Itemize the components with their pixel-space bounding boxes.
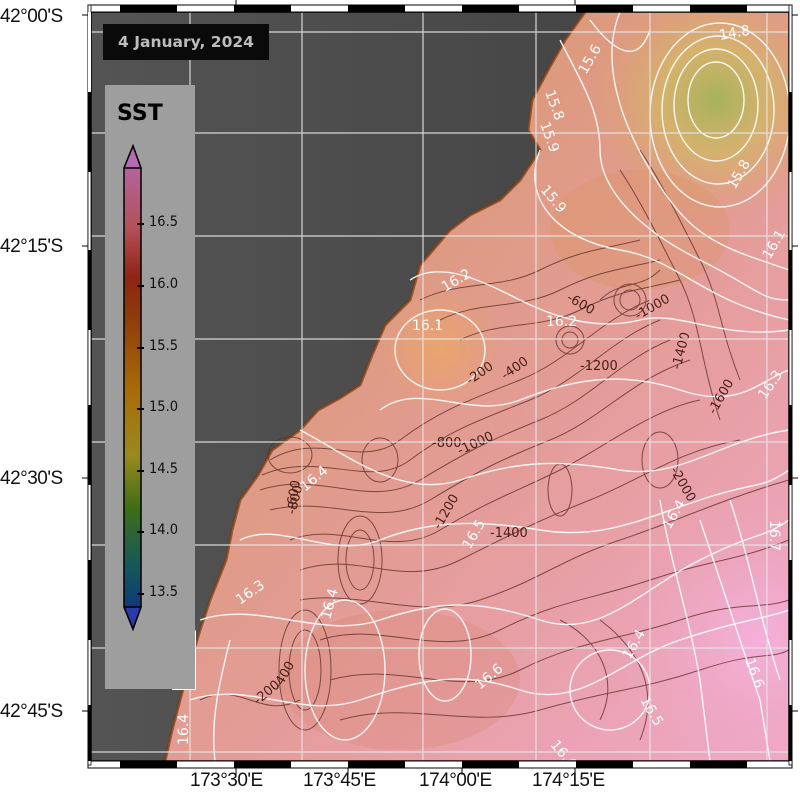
legend-tick	[137, 408, 144, 410]
legend-tick-label: 15.5	[149, 338, 179, 354]
lat-label-42-30: 42°30'S	[0, 468, 63, 489]
land-mass	[91, 12, 585, 761]
svg-text:16.2: 16.2	[546, 314, 577, 330]
legend-tick-label: 16.0	[149, 276, 179, 292]
legend-tick	[137, 347, 144, 349]
svg-text:16.4: 16.4	[318, 587, 342, 621]
date-label: 4 January, 2024	[103, 24, 269, 60]
svg-text:-800: -800	[284, 484, 306, 516]
svg-text:14.8: 14.8	[718, 23, 751, 44]
legend-tick	[137, 593, 144, 595]
svg-text:-600: -600	[284, 479, 304, 511]
legend-tick	[137, 285, 144, 287]
lon-label-173-45: 173°45'E	[303, 770, 376, 791]
svg-text:-1400: -1400	[490, 526, 528, 541]
lat-label-42-00: 42°00'S	[0, 6, 63, 27]
colorbar	[105, 85, 195, 689]
legend-tick	[137, 470, 144, 472]
legend-tick-label: 14.5	[149, 461, 179, 477]
lon-label-174-00: 174°00'E	[419, 770, 492, 791]
legend-tick	[137, 531, 144, 533]
legend-tick	[137, 223, 144, 225]
legend-tick-label: 16.5	[149, 214, 179, 230]
lon-label-174-15: 174°15'E	[532, 770, 605, 791]
legend-tick-label: 14.0	[149, 522, 179, 538]
svg-text:16.7: 16.7	[766, 520, 782, 551]
svg-text:16.1: 16.1	[412, 318, 443, 334]
sst-contours	[189, 12, 789, 761]
map-frame	[82, 0, 798, 775]
lat-label-42-45: 42°45'S	[0, 701, 63, 722]
lon-label-173-30: 173°30'E	[190, 770, 263, 791]
svg-text:16.4: 16.4	[176, 714, 192, 745]
lat-label-42-15: 42°15'S	[0, 236, 63, 257]
legend-tick-label: 13.5	[149, 584, 179, 600]
svg-text:-1200: -1200	[580, 359, 618, 374]
svg-text:-800: -800	[432, 436, 462, 451]
sst-legend: SST 16.5 16.0 15.5 15.0 14.5 14.0 13.5	[105, 85, 195, 689]
legend-title: SST	[117, 101, 163, 126]
legend-tick-label: 15.0	[149, 399, 179, 415]
